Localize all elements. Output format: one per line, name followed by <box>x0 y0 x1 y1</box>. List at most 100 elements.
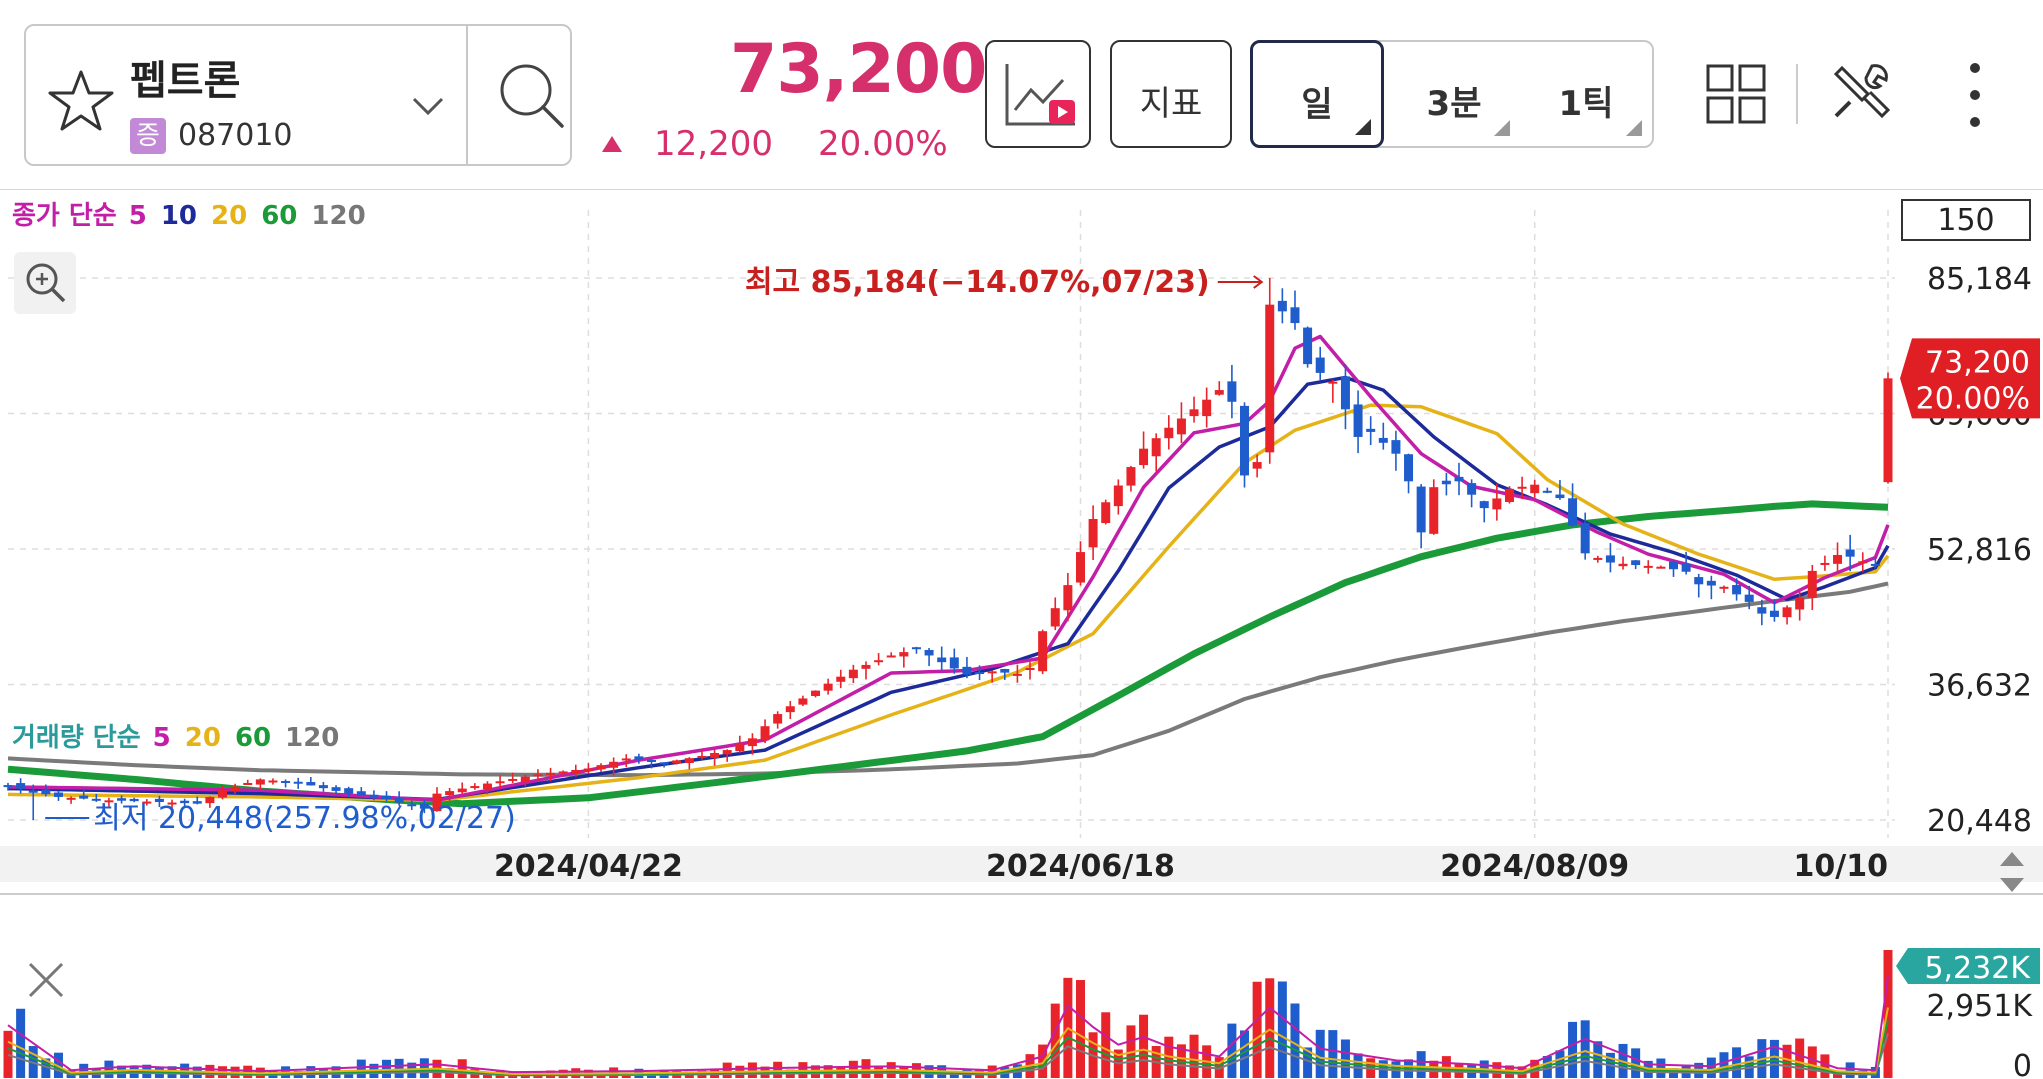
candle <box>281 779 291 788</box>
candle <box>596 763 606 772</box>
candle <box>318 781 328 792</box>
candle <box>1265 278 1275 464</box>
volume-ma-line <box>7 975 1889 1074</box>
period-3min[interactable]: 3분 <box>1388 42 1520 146</box>
chevron-down-icon[interactable] <box>406 84 450 128</box>
candle <box>457 782 467 794</box>
candle <box>848 664 858 684</box>
candle <box>356 787 366 796</box>
volume-bar <box>1290 1003 1300 1078</box>
candle <box>1504 486 1514 504</box>
candle <box>1113 479 1123 515</box>
chart-video-button[interactable] <box>985 40 1091 148</box>
count-label: 150 <box>1937 203 1994 238</box>
candle <box>230 783 240 794</box>
candle <box>1479 500 1489 523</box>
candle <box>571 764 581 777</box>
candle <box>1757 599 1767 626</box>
candle <box>508 772 518 783</box>
volume-bar <box>1568 1021 1578 1078</box>
count-box[interactable] <box>1901 199 2031 241</box>
candle <box>975 665 985 681</box>
indicator-label: 지표 <box>1139 84 1203 124</box>
search-icon[interactable] <box>492 56 572 136</box>
candle <box>1454 462 1464 496</box>
close-icon[interactable] <box>28 962 64 998</box>
volume-bar <box>1580 1020 1590 1078</box>
legend-period: 120 <box>285 723 339 753</box>
candle <box>1631 560 1641 570</box>
volume-ma-line <box>7 1032 1889 1077</box>
candle <box>1025 662 1035 680</box>
volume-bar <box>861 1059 871 1078</box>
candle <box>1858 552 1868 573</box>
volume-bar <box>1782 1044 1792 1078</box>
volume-bar <box>1265 978 1275 1078</box>
candle <box>1088 505 1098 561</box>
indicator-button[interactable]: 지표 <box>1110 40 1232 148</box>
volume-bar <box>1328 1030 1338 1078</box>
candle <box>899 647 909 668</box>
candle <box>1227 364 1237 419</box>
grid-icon[interactable] <box>1706 64 1766 124</box>
scroll-arrows-icon[interactable] <box>2000 852 2024 892</box>
candle <box>205 796 215 808</box>
volume-bar <box>1416 1051 1426 1078</box>
candle <box>646 758 656 769</box>
candle <box>142 799 152 806</box>
candle <box>1782 605 1792 625</box>
annotations: 최고 85,184(−14.07%,07/23) 최저 20,448(257.98… <box>45 265 1264 836</box>
candle <box>1000 668 1010 680</box>
up-triangle-icon <box>602 136 622 152</box>
period-label: 일 <box>1301 85 1333 125</box>
candle <box>394 791 404 806</box>
candle <box>382 791 392 802</box>
chart-area[interactable]: 15085,18469,00052,81636,63220,44873,2002… <box>0 190 2043 1079</box>
candle <box>1252 454 1262 478</box>
volume-bar <box>1845 1062 1855 1078</box>
volume-bar <box>16 1008 26 1078</box>
candle <box>785 701 795 720</box>
period-1tick[interactable]: 1틱 <box>1520 42 1652 146</box>
candle <box>180 798 190 807</box>
candle <box>3 782 13 791</box>
candle <box>1404 453 1414 494</box>
stock-selector[interactable]: 펩트론 증 087010 <box>24 24 572 166</box>
period-selector: 일 3분 1틱 <box>1250 40 1654 148</box>
tools-icon[interactable] <box>1828 60 1892 124</box>
period-label: 1틱 <box>1558 84 1614 124</box>
period-day[interactable]: 일 <box>1250 40 1384 148</box>
candle <box>962 656 972 679</box>
volume-bar <box>747 1062 757 1078</box>
candle <box>874 653 884 666</box>
stock-name: 펩트론 <box>130 58 241 104</box>
candle <box>117 795 127 804</box>
y-tick-label: 36,632 <box>1927 669 2032 704</box>
candle <box>1214 381 1224 396</box>
star-icon[interactable] <box>46 66 116 136</box>
candlesticks <box>3 278 1893 820</box>
volume-bar <box>1807 1046 1817 1078</box>
legend-period: 5 <box>153 723 171 753</box>
candle <box>1669 560 1679 577</box>
date-axis: 2024/04/22 2024/06/18 2024/08/09 10/10 <box>0 846 2043 895</box>
ma-line-ma20 <box>7 403 1890 803</box>
volume-bar <box>1769 1039 1779 1078</box>
candle <box>1315 346 1325 380</box>
candle <box>1492 483 1502 521</box>
candle <box>1870 556 1880 568</box>
candle <box>407 800 417 810</box>
volume-bar <box>1252 981 1262 1078</box>
current-price: 73,200 <box>730 30 987 109</box>
more-vertical-icon[interactable] <box>1960 58 1990 132</box>
candle <box>1820 555 1830 571</box>
candle <box>306 776 316 786</box>
candle <box>1378 422 1388 450</box>
candle <box>672 759 682 765</box>
candle <box>91 793 101 802</box>
candle <box>369 790 379 801</box>
zoom-in-icon[interactable] <box>14 252 76 314</box>
volume-bar <box>1189 1034 1199 1078</box>
current-percent-label: 20.00% <box>1916 381 2030 416</box>
volume-bar <box>1227 1023 1237 1078</box>
